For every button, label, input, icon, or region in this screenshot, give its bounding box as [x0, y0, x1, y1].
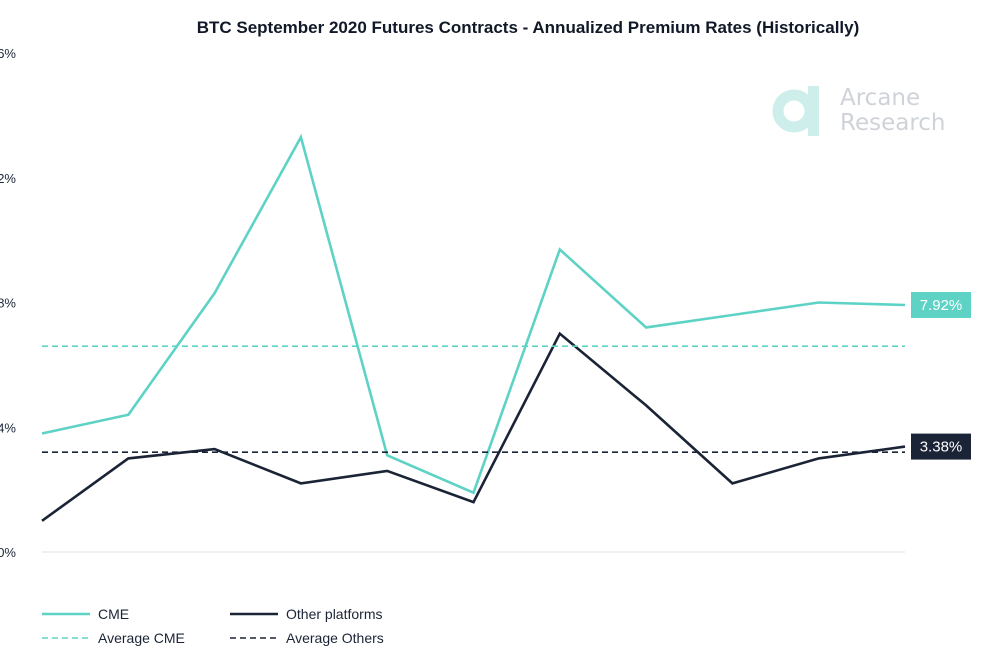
logo-line2: Research: [840, 110, 946, 136]
cme-end-label-text: 7.92%: [920, 297, 963, 314]
chart-title: BTC September 2020 Futures Contracts - A…: [197, 18, 860, 37]
cme-end-label: 7.92%: [911, 291, 971, 318]
other-platforms-end-label-text: 3.38%: [920, 439, 963, 456]
other-platforms-end-label: 3.38%: [911, 433, 971, 460]
legend-item-cme: CME: [42, 606, 129, 622]
y-tick-label: 0%: [0, 545, 16, 560]
y-axis-ticks: 0% 4% 8% 12% 16%: [0, 46, 16, 560]
y-tick-label: 4%: [0, 420, 16, 435]
legend-label: Average CME: [98, 630, 185, 646]
series-layer: [41, 133, 906, 522]
y-tick-label: 16%: [0, 46, 16, 61]
end-labels: 7.92% 3.38%: [911, 291, 971, 460]
legend-label: Average Others: [286, 630, 384, 646]
y-tick-label: 8%: [0, 296, 16, 311]
legend-label: Other platforms: [286, 606, 382, 622]
y-tick-label: 12%: [0, 171, 16, 186]
legend-item-average-others: Average Others: [230, 630, 384, 646]
arcane-logo-icon: [772, 86, 819, 136]
logo-line1: Arcane: [840, 85, 920, 111]
arcane-research-logo: Arcane Research: [772, 85, 946, 136]
cme-line: [41, 133, 906, 495]
cme-end-label-box: [911, 291, 971, 318]
legend-item-average-cme: Average CME: [42, 630, 185, 646]
legend: CME Other platforms Average CME Average Oth…: [42, 606, 384, 646]
other-platforms-end-label-box: [911, 433, 971, 460]
legend-item-other-platforms: Other platforms: [230, 606, 382, 622]
legend-label: CME: [98, 606, 129, 622]
